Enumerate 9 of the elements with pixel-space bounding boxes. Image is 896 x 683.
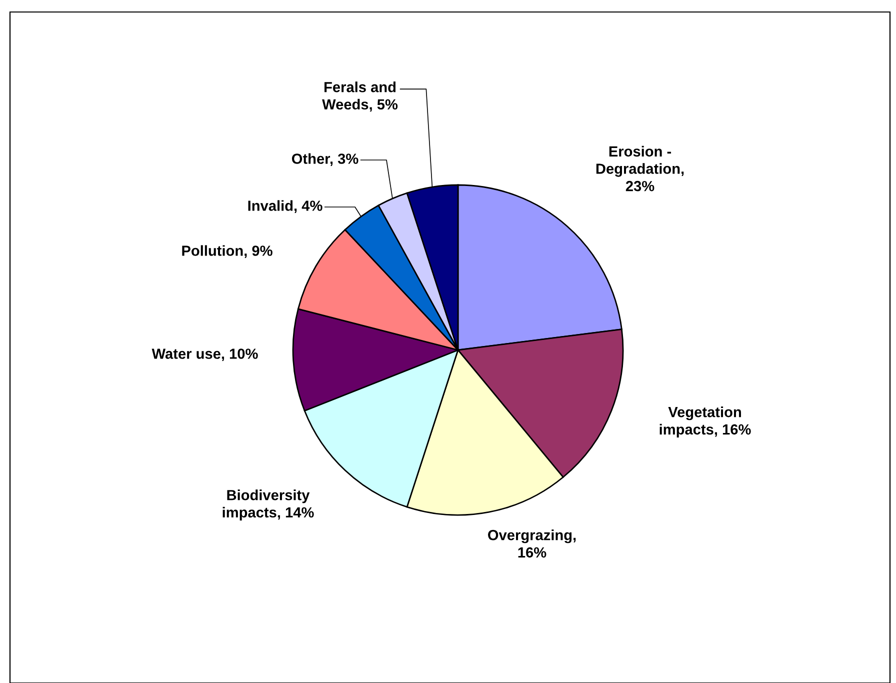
slice-label: Invalid, 4%: [248, 200, 322, 214]
slice-label: Vegetation impacts, 16%: [660, 406, 751, 438]
slice-label: Pollution, 9%: [182, 245, 272, 258]
slice-label: Other, 3%: [292, 153, 358, 166]
slice-label: Erosion - Degradation, 23%: [596, 146, 684, 192]
slice-label: Water use, 10%: [152, 348, 258, 362]
slice-label: Biodiversity impacts, 14%: [222, 490, 314, 520]
slice-label: Overgrazing, 16%: [488, 530, 576, 558]
slice-label: Ferals and Weeds, 5%: [322, 82, 398, 112]
